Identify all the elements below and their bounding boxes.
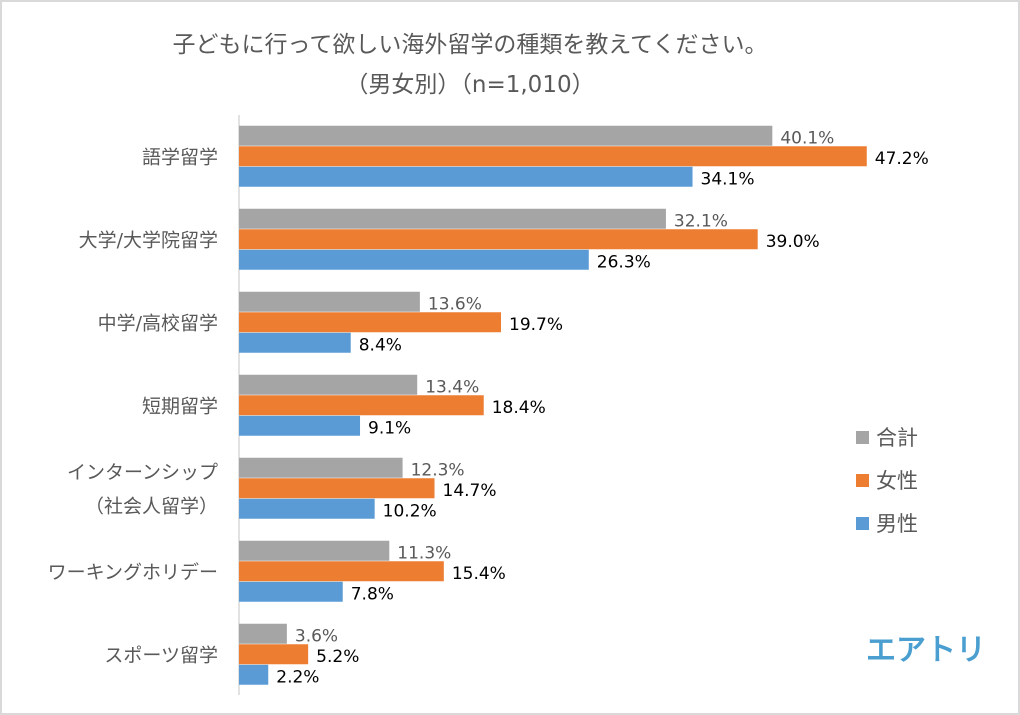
legend-label: 合計 [876,426,918,450]
logo: エアトリ [866,633,986,668]
category-label-line: （社会人留学） [85,496,218,518]
category-label-line: 中学/高校留学 [98,313,218,335]
data-label: 7.8% [351,584,394,604]
data-label: 2.2% [276,667,319,687]
bar-女性 [239,561,444,582]
data-label: 19.7% [509,315,563,335]
data-label: 14.7% [443,481,497,501]
bar-合計 [239,125,773,146]
bar-合計 [239,623,287,644]
data-label: 5.2% [316,647,359,667]
data-label: 18.4% [492,398,546,418]
data-label: 34.1% [701,169,755,189]
category-label-line: 短期留学 [142,396,218,418]
data-label: 11.3% [397,543,451,563]
bar-合計 [239,208,666,229]
chart-subtitle: （男女別）（n=1,010） [345,72,594,98]
bar-女性 [239,312,502,333]
category-label: 大学/大学院留学 [79,230,218,252]
bar-合計 [239,457,403,478]
bar-男性 [239,664,269,685]
legend-swatch [856,431,869,444]
data-label: 40.1% [780,128,834,148]
bar-男性 [239,581,343,602]
bar-女性 [239,478,435,499]
category-label: 語学留学 [142,147,218,169]
data-label: 26.3% [597,252,651,272]
legend-swatch [856,474,869,487]
data-label: 8.4% [359,335,402,355]
category-label: スポーツ留学 [104,645,218,667]
category-label-line: ワーキングホリデー [48,562,218,584]
bar-男性 [239,498,375,519]
data-label: 10.2% [383,501,437,521]
bar-女性 [239,229,758,250]
category-label: 短期留学 [142,396,218,418]
category-label: 中学/高校留学 [98,313,218,335]
legend-label: 女性 [876,469,918,493]
data-label: 13.6% [428,294,482,314]
legend-label: 男性 [876,512,918,536]
data-label: 9.1% [368,418,411,438]
data-label: 39.0% [766,232,820,252]
category-label-line: スポーツ留学 [104,645,218,667]
bar-男性 [239,166,693,187]
bar-男性 [239,415,361,436]
bar-女性 [239,146,867,167]
bar-男性 [239,332,351,353]
data-label: 12.3% [411,460,465,480]
bar-合計 [239,374,418,395]
bar-合計 [239,540,390,561]
category-label: ワーキングホリデー [48,562,218,584]
category-label: インターンシップ （社会人留学） [67,462,218,518]
category-label-line: 大学/大学院留学 [79,230,218,252]
data-label: 32.1% [674,211,728,231]
data-label: 3.6% [295,626,338,646]
data-label: 13.4% [425,377,479,397]
data-label: 47.2% [875,149,929,169]
bar-女性 [239,395,484,416]
category-label-line: インターンシップ [67,462,218,484]
bar-女性 [239,644,309,665]
bar-合計 [239,291,420,312]
legend-swatch [856,517,869,530]
category-label-line: 語学留学 [142,147,218,169]
data-label: 15.4% [452,564,506,584]
chart-title: 子どもに行って欲しい海外留学の種類を教えてください。 [172,32,767,58]
bar-男性 [239,249,589,270]
